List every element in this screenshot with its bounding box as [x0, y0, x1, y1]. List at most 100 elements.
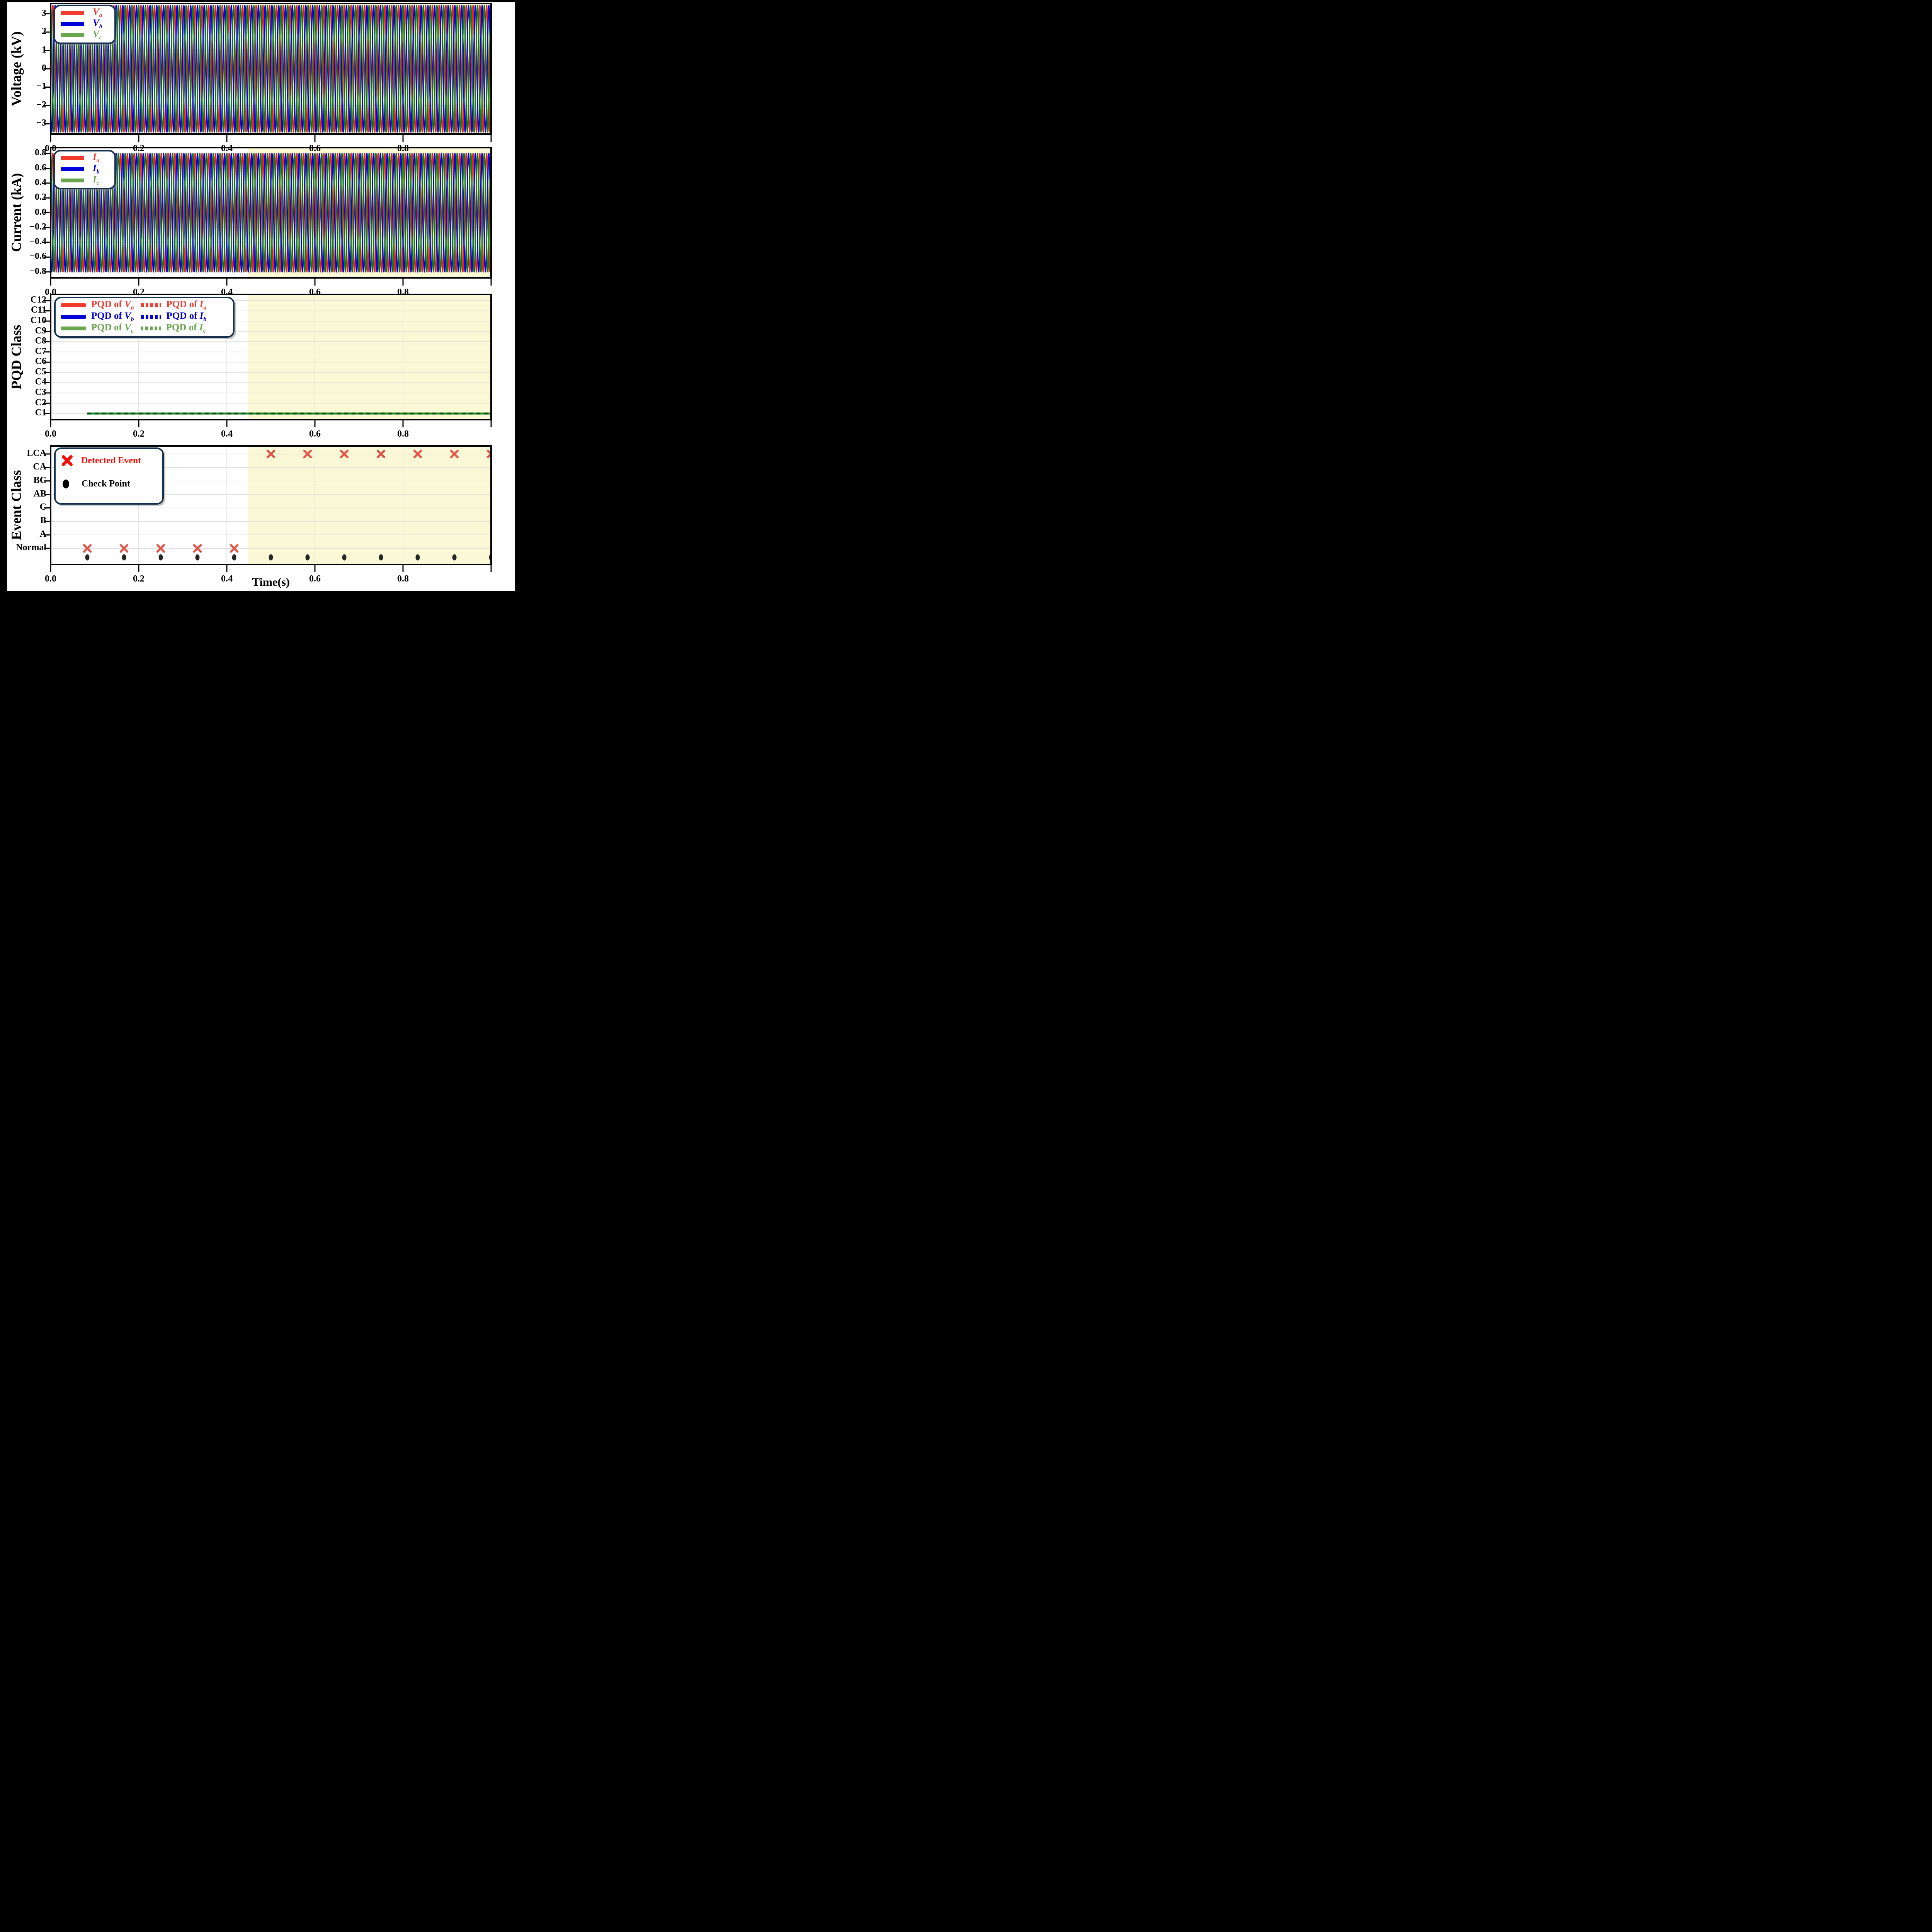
y-tick-label: AB — [33, 488, 46, 499]
legend-dotted-swatch — [141, 315, 161, 319]
check-point-marker — [342, 554, 347, 561]
detected-event-marker — [230, 544, 239, 553]
x-tick-label: 0.0 — [45, 429, 56, 439]
legend-line-swatch — [61, 156, 84, 160]
check-point-marker — [232, 554, 236, 561]
y-tick-label: 1 — [42, 44, 46, 55]
y-tick-label: Normal — [16, 543, 46, 553]
y-tick-label: C3 — [35, 387, 46, 397]
x-tick-label: 0.8 — [397, 574, 409, 584]
y-tick-label: 0.6 — [35, 162, 46, 173]
legend-dotted-swatch — [141, 303, 161, 307]
y-tick-label: C5 — [35, 366, 46, 377]
x-tick-label: 0.0 — [45, 574, 56, 584]
detected-event-marker — [450, 449, 459, 459]
waveform-Vc — [51, 5, 491, 133]
legend-item: Check Point — [63, 478, 155, 489]
y-tick-label: C1 — [35, 408, 46, 418]
y-tick-label: 0.2 — [35, 192, 46, 202]
legend-item: PQD of Vb PQD of Ib — [61, 311, 227, 323]
legend-item-label: Ib — [93, 163, 100, 175]
axes-spines — [50, 294, 492, 420]
legend-item: Va — [61, 7, 111, 19]
check-point-marker — [195, 554, 200, 561]
y-tick-label: 0.0 — [35, 207, 46, 217]
legend-line-swatch — [61, 315, 86, 319]
y-tick-label: C9 — [35, 325, 46, 336]
y-tick-label: 2 — [42, 26, 46, 37]
y-tick-label: 0 — [42, 63, 46, 73]
x-tick-label: 0.6 — [309, 429, 321, 439]
subplot-pqd — [44, 294, 492, 427]
detected-event-marker — [340, 449, 349, 459]
y-tick-label: 0.8 — [35, 148, 46, 158]
axes-spines — [50, 3, 492, 135]
highlight-region — [248, 446, 491, 565]
legend-line-swatch — [61, 11, 84, 15]
legend-item: Ib — [61, 163, 111, 175]
axes-spines — [50, 147, 492, 279]
y-tick-label: C4 — [35, 377, 46, 387]
legend-item-label: Detected Event — [81, 456, 141, 466]
x-tick-label: 0.2 — [133, 287, 145, 297]
subplot-current — [44, 147, 492, 286]
detected-event-marker — [83, 544, 92, 553]
legend-item: Vb — [61, 18, 111, 30]
y-tick-label: C2 — [35, 397, 46, 408]
check-point-marker — [305, 554, 310, 561]
x-tick-label: 0.2 — [133, 143, 145, 153]
y-tick-label: 0.4 — [35, 177, 46, 187]
y-tick-label: −0.2 — [29, 221, 46, 232]
y-tick-label: −1 — [36, 81, 46, 92]
legend-item-label: PQD of Ib — [166, 311, 207, 323]
detected-event-marker — [119, 544, 129, 553]
waveform-Ic — [51, 153, 491, 273]
x-tick-label: 0.8 — [397, 429, 409, 439]
y-tick-label: BC — [33, 475, 46, 485]
legend-line-swatch — [61, 22, 84, 26]
x-axis-title-time: Time(s) — [252, 576, 290, 588]
x-tick-label: 0.4 — [221, 574, 233, 584]
detected-event-marker — [486, 449, 491, 459]
check-point-marker — [85, 554, 90, 561]
y-tick-label: −3 — [36, 118, 46, 128]
detected-event-marker — [413, 449, 422, 459]
legend-item-label: PQD of Vb — [91, 311, 134, 323]
legend-item-label: PQD of Ic — [166, 322, 206, 335]
y-tick-label: C7 — [35, 346, 46, 356]
x-tick-label: 0.4 — [221, 287, 233, 297]
x-tick-label: 0.2 — [133, 429, 145, 439]
subplot-voltage — [44, 3, 492, 142]
legend-item-label: PQD of Ia — [166, 299, 207, 311]
x-tick-label: 0.8 — [397, 143, 409, 153]
legend-line-swatch — [61, 33, 84, 37]
y-tick-label: C — [39, 502, 46, 512]
check-point-marker — [452, 554, 457, 561]
legend-item-label: PQD of Va — [91, 299, 134, 311]
y-tick-label: −0.8 — [29, 266, 46, 276]
legend-dotted-swatch — [140, 327, 161, 330]
legend-item: PQD of Va PQD of Ia — [61, 299, 227, 311]
legend-line-swatch — [61, 327, 86, 330]
detected-event-marker — [193, 544, 202, 553]
y-tick-label: −2 — [36, 99, 46, 110]
detected-event-marker — [266, 449, 276, 459]
legend-item: Ia — [61, 152, 111, 164]
x-tick-label: 0.8 — [397, 287, 409, 297]
legend-item: Vc — [61, 29, 111, 41]
x-tick-label: 0.4 — [221, 429, 233, 439]
y-tick-label: 3 — [42, 8, 46, 18]
legend-item: PQD of Vc PQD of Ic — [61, 322, 227, 335]
legend-item-label: Check Point — [82, 479, 130, 489]
x-tick-label: 0.2 — [133, 574, 145, 584]
current-content — [51, 153, 491, 273]
subplot-event — [44, 445, 492, 572]
y-tick-label: B — [40, 515, 46, 526]
y-tick-label: LCA — [27, 448, 46, 458]
x-tick-label: 0.6 — [309, 143, 321, 153]
legend-item: Detected Event — [62, 455, 155, 466]
detected-event-marker — [303, 449, 312, 459]
detected-event-marker — [376, 449, 386, 459]
legend-item: Ic — [61, 175, 111, 186]
x-tick-label: 0.4 — [221, 143, 233, 153]
